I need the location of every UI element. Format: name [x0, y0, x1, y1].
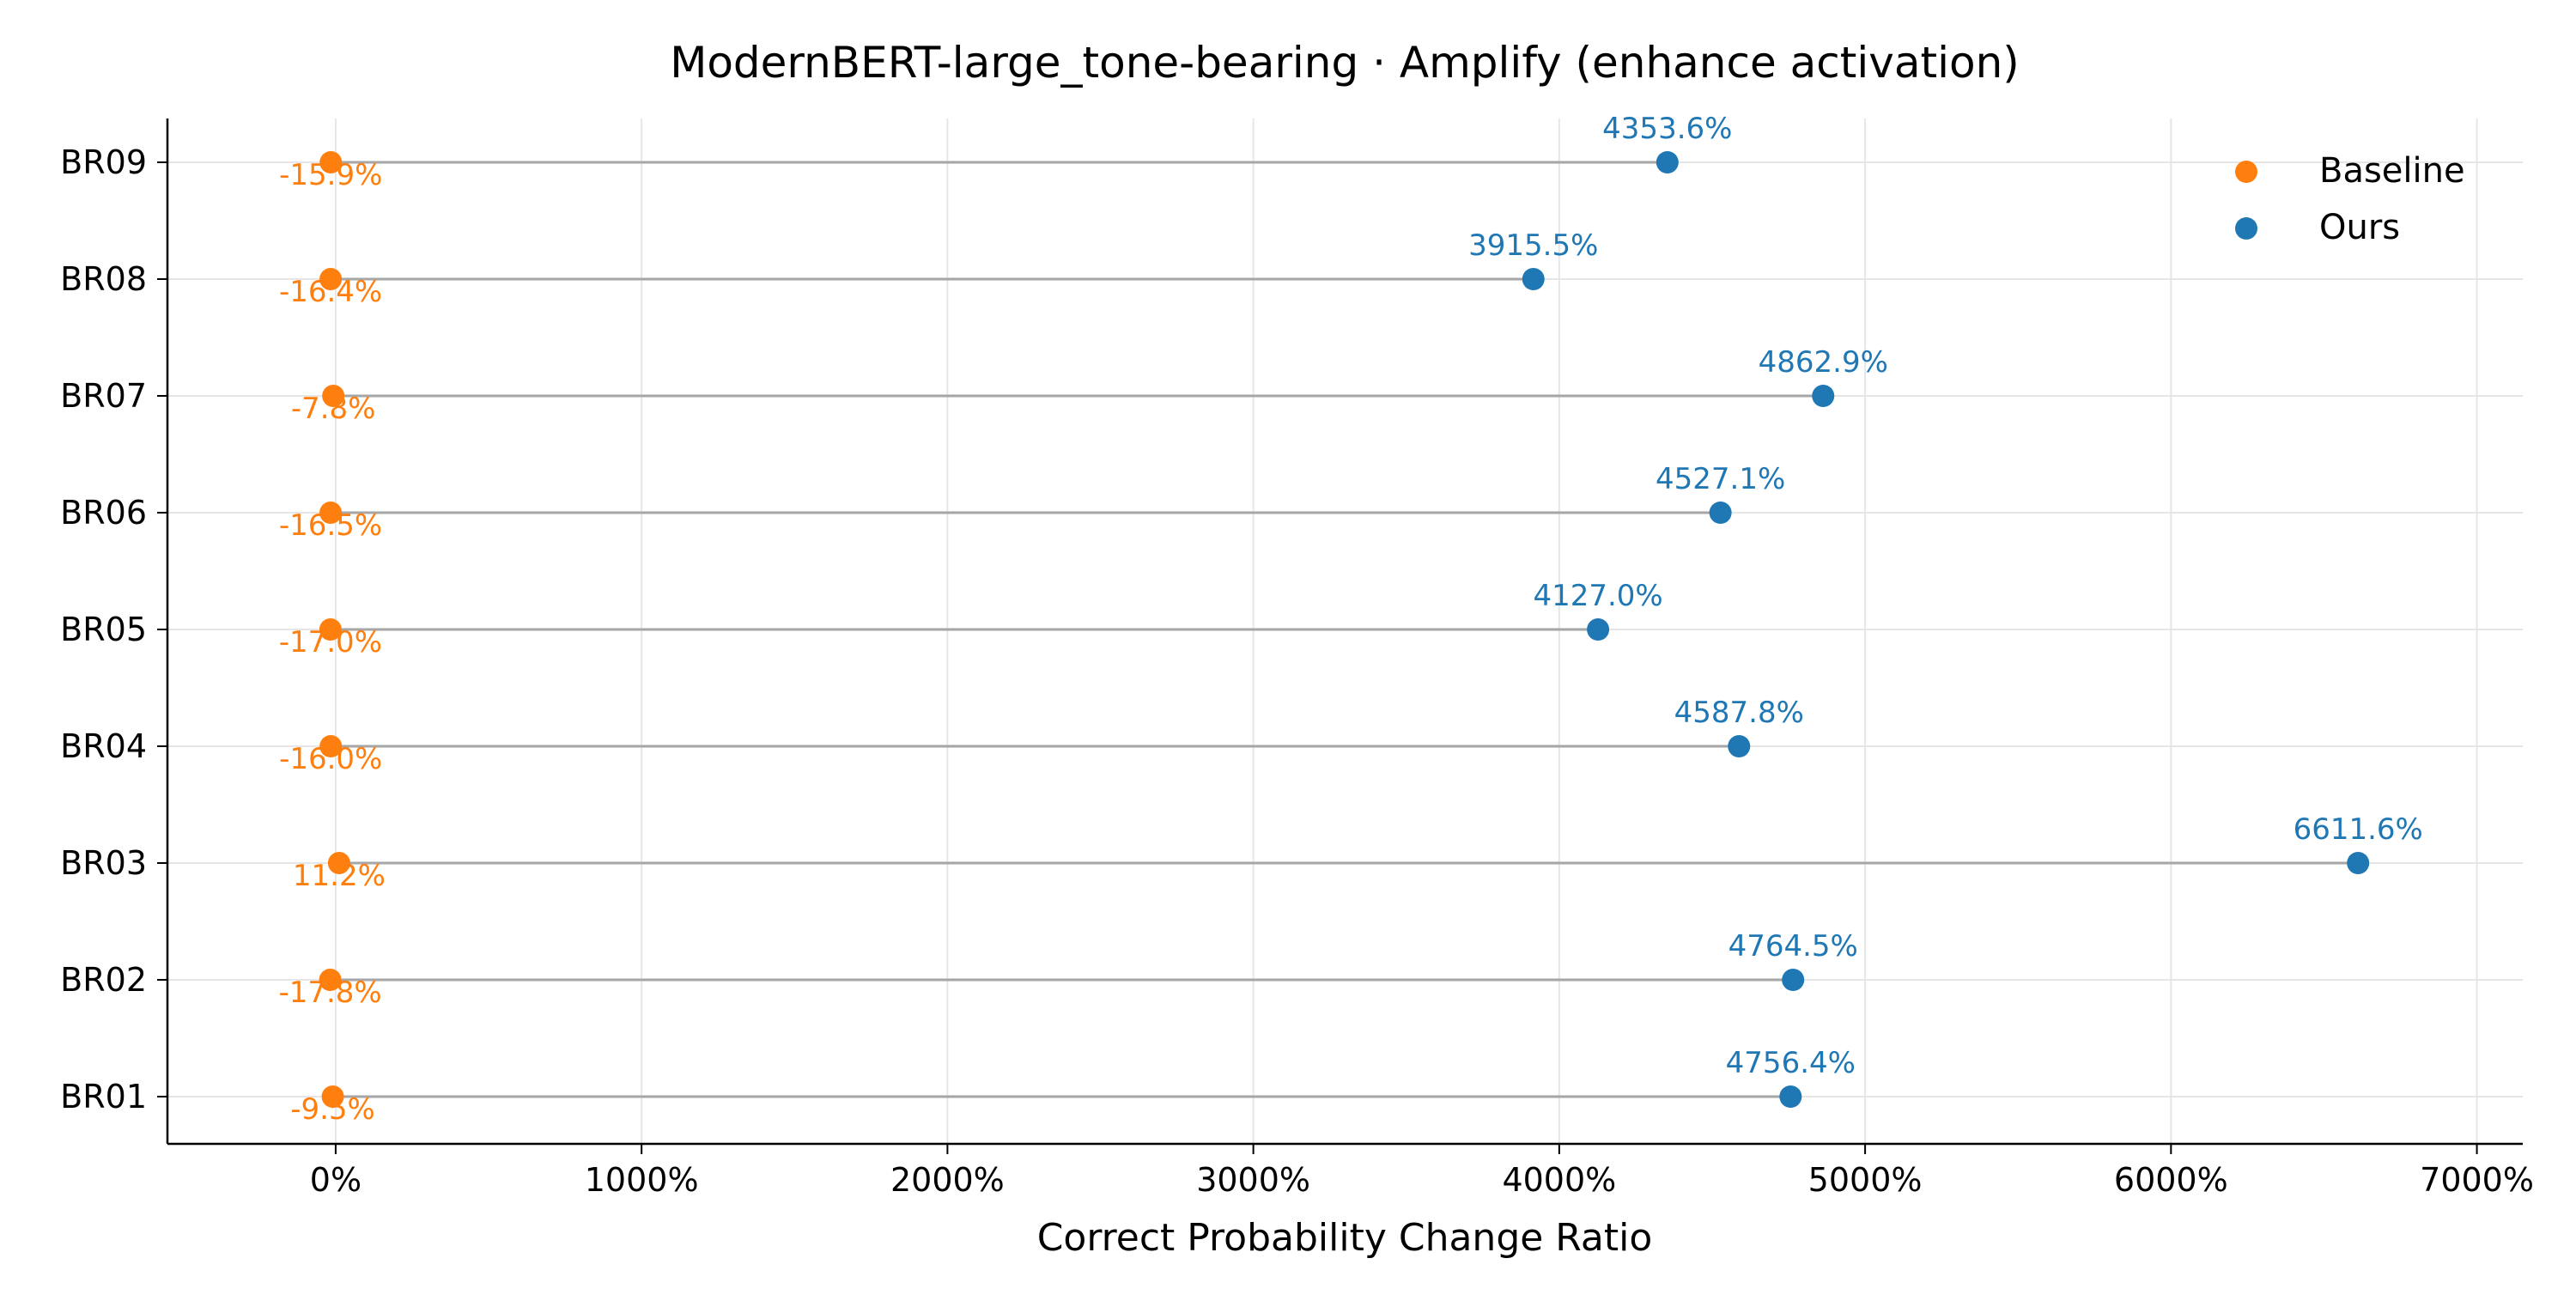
y-tick-label: BR08	[60, 260, 147, 298]
x-tick-label: 3000%	[1196, 1161, 1310, 1199]
baseline-data-label: -17.8%	[278, 976, 381, 1010]
x-tick-label: 0%	[310, 1161, 361, 1199]
point-layer	[319, 151, 2370, 1108]
ours-data-label: 4756.4%	[1726, 1046, 1856, 1080]
baseline-data-label: -7.8%	[291, 392, 376, 426]
legend: Baseline Ours	[2235, 151, 2465, 247]
baseline-data-label: -16.5%	[279, 508, 382, 543]
baseline-data-label: -15.9%	[279, 158, 382, 192]
ours-point	[1779, 1085, 1802, 1108]
ours-point	[1587, 618, 1610, 641]
ours-data-label: 4764.5%	[1728, 929, 1858, 964]
baseline-data-label: -17.0%	[279, 625, 382, 660]
y-tick-label: BR07	[60, 377, 147, 415]
ours-data-label: 3915.5%	[1468, 228, 1598, 263]
ours-data-label: 4527.1%	[1656, 462, 1785, 496]
baseline-point	[322, 385, 345, 407]
baseline-point	[319, 151, 343, 173]
x-tick-layer: 0% 1000% 2000% 3000% 4000% 5000% 6000% 7000%	[310, 1144, 2534, 1199]
y-tick-label: BR09	[60, 143, 147, 181]
baseline-point	[319, 268, 343, 290]
legend-label-baseline: Baseline	[2319, 151, 2465, 191]
x-tick-label: 5000%	[1808, 1161, 1923, 1199]
ours-point	[1709, 502, 1732, 524]
y-tick-label: BR06	[60, 494, 147, 532]
baseline-data-label: 11.2%	[293, 859, 386, 893]
ours-data-label: 4127.0%	[1533, 579, 1662, 613]
ours-data-label: 4353.6%	[1602, 112, 1732, 146]
axes-layer	[166, 119, 2523, 1146]
baseline-data-label: -9.5%	[290, 1092, 375, 1127]
ours-point	[1656, 151, 1679, 173]
x-axis-label: Correct Probability Change Ratio	[1037, 1216, 1653, 1260]
connector-layer	[330, 161, 2359, 1098]
baseline-data-label: -16.4%	[279, 275, 382, 309]
y-tick-label: BR01	[60, 1078, 147, 1116]
legend-marker-baseline	[2235, 161, 2257, 183]
legend-marker-ours	[2235, 217, 2257, 240]
ours-point	[1728, 735, 1751, 757]
x-tick-label: 6000%	[2114, 1161, 2228, 1199]
baseline-point	[319, 618, 342, 641]
x-tick-label: 4000%	[1502, 1161, 1616, 1199]
ours-point	[1782, 969, 1805, 991]
grid-layer	[167, 119, 2523, 1144]
y-tick-label: BR02	[60, 961, 147, 999]
baseline-data-label: -16.0%	[279, 742, 382, 776]
ours-point	[2347, 852, 2370, 874]
y-tick-label: BR05	[60, 611, 147, 648]
x-tick-label: 1000%	[585, 1161, 699, 1199]
ours-data-label: 4862.9%	[1759, 345, 1888, 380]
baseline-point	[327, 852, 350, 874]
baseline-point	[321, 1085, 344, 1108]
baseline-point	[319, 735, 343, 757]
x-tick-label: 7000%	[2420, 1161, 2534, 1199]
y-tick-label: BR04	[60, 727, 147, 765]
ours-point	[1812, 385, 1835, 407]
legend-label-ours: Ours	[2319, 208, 2400, 247]
chart-title: ModernBERT-large_tone-bearing · Amplify …	[670, 38, 2020, 88]
baseline-point	[319, 502, 343, 524]
y-tick-layer: BR01 BR02 BR03 BR04 BR05 BR06 BR07 BR08 BR09	[60, 143, 167, 1116]
ours-data-label: 6611.6%	[2293, 812, 2423, 847]
x-tick-label: 2000%	[890, 1161, 1005, 1199]
baseline-point	[319, 969, 342, 991]
data-label-layer: -9.5% 4756.4% -17.8% 4764.5% 11.2% 6611.6% -16…	[278, 112, 2422, 1127]
ours-data-label: 4587.8%	[1674, 696, 1804, 730]
ours-point	[1522, 268, 1545, 290]
y-tick-label: BR03	[60, 844, 147, 882]
